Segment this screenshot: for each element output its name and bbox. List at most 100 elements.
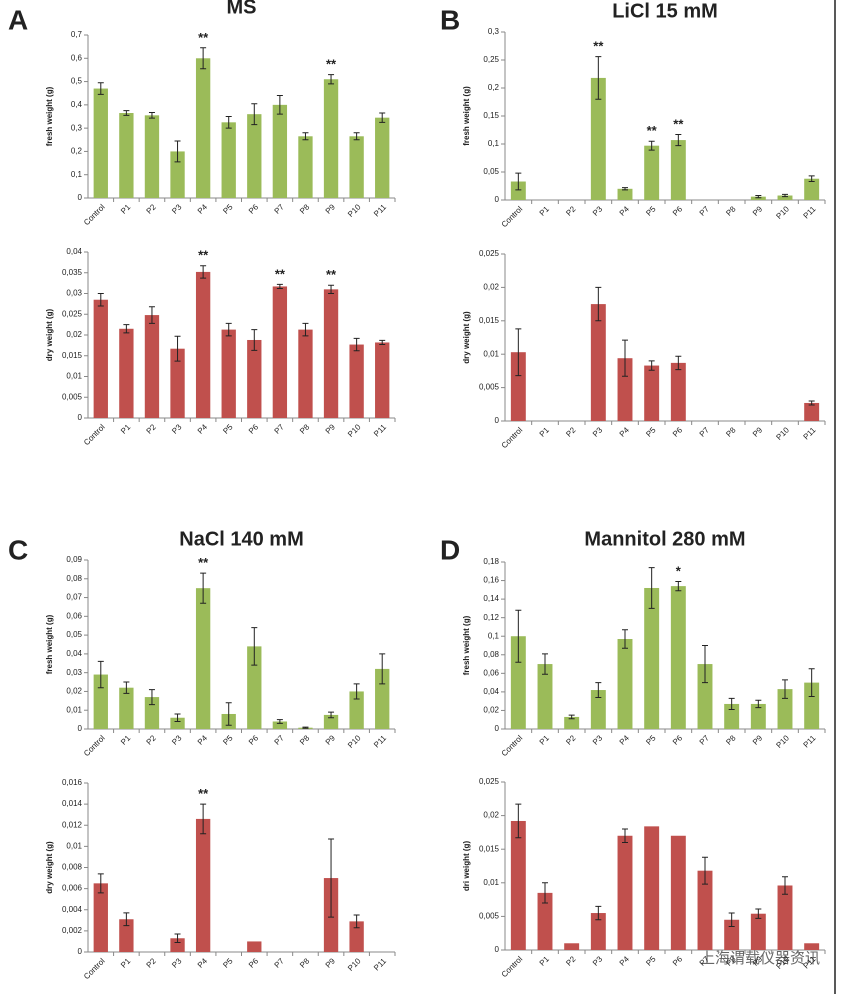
bar [170,717,185,729]
y-tick-label: 0,006 [62,884,83,893]
error-bar [225,322,232,337]
bar [670,835,686,950]
y-tick-label: 0,02 [483,283,499,292]
bar [564,943,580,950]
error-bar [123,324,130,334]
y-tick-label: 0,16 [483,576,499,585]
y-tick-label: 0,02 [483,706,499,715]
bar [298,329,313,418]
bar [510,352,526,421]
x-tick-label: P11 [802,733,818,749]
error-bar [808,175,815,183]
x-tick-label: P11 [802,425,818,441]
y-tick-label: 0,04 [483,687,499,696]
x-tick-label: P1 [538,954,552,968]
bar [537,664,553,729]
error-bar [595,286,602,322]
error-bar [123,912,130,927]
significance-label: ** [593,39,604,54]
y-tick-label: 0,18 [483,557,499,566]
x-tick-label: P8 [724,204,738,218]
error-bar [97,82,104,95]
bar [670,140,686,200]
panel-letter: A [8,4,28,35]
error-bar [123,110,130,116]
x-tick-label: P8 [298,956,312,970]
bar [750,196,766,200]
x-tick-label: P5 [644,204,658,218]
bar [323,289,339,418]
x-tick-label: P6 [247,422,261,436]
x-tick-label: P3 [591,425,605,439]
y-tick-label: 0,06 [66,611,82,620]
bar [644,587,660,729]
error-bar [251,329,258,351]
error-bar [595,905,602,921]
y-tick-label: 0,015 [62,351,83,360]
x-tick-label: P4 [618,733,632,747]
y-tick-label: 0,01 [483,349,499,358]
y-axis-label: fresh weight (g) [462,615,471,675]
bar [119,687,134,729]
y-tick-label: 0,5 [71,77,83,86]
bar [323,79,339,198]
y-tick-label: 0,06 [483,668,499,677]
x-tick-label: P5 [644,733,658,747]
x-tick-label: P1 [119,956,133,970]
error-bar [276,283,283,290]
significance-label: ** [326,267,337,282]
y-tick-label: 0,12 [483,613,499,622]
x-tick-label: P8 [298,733,312,747]
y-tick-label: 0,005 [479,912,500,921]
y-axis-label: dry weight (g) [462,311,471,364]
chart-title: NaCl 140 mM [179,528,304,550]
y-tick-label: 0,014 [62,799,83,808]
bar [119,328,134,418]
y-tick-label: 0 [78,193,83,202]
y-tick-label: 0,01 [66,705,82,714]
significance-label: ** [198,786,209,801]
error-bar [225,702,232,726]
y-tick-label: 0,015 [479,844,500,853]
error-bar [328,74,335,85]
bar [272,104,288,198]
x-tick-label: P7 [272,733,286,747]
y-tick-label: 0,6 [71,53,83,62]
x-tick-label: P2 [145,733,159,747]
x-tick-label: P7 [272,422,286,436]
y-tick-label: 0 [78,413,83,422]
x-tick-label: P1 [538,204,552,218]
x-tick-label: P10 [346,202,363,219]
bar [170,348,185,418]
x-tick-label: P6 [671,425,685,439]
y-axis-label: dri weight (g) [462,841,471,892]
error-bar [353,132,360,141]
x-tick-label: P5 [644,425,658,439]
x-tick-label: P5 [221,202,235,216]
x-tick-label: P11 [372,956,388,972]
y-tick-label: 0 [78,724,83,733]
x-tick-label: P3 [170,202,184,216]
error-bar [728,697,735,711]
error-bar [200,572,207,604]
bar [510,181,526,200]
bar [804,178,820,200]
x-tick-label: P1 [119,202,133,216]
error-bar [808,400,815,406]
error-bar [302,726,309,729]
error-bar [276,95,283,115]
bar [777,689,793,729]
error-bar [675,133,682,147]
x-tick-label: P5 [221,733,235,747]
x-tick-label: P4 [618,954,632,968]
y-tick-label: 0 [495,945,500,954]
error-bar [755,699,762,709]
x-tick-label: P5 [221,422,235,436]
error-bar [782,193,788,198]
significance-label: ** [647,123,658,138]
bar [93,674,108,729]
x-tick-label: P2 [145,956,159,970]
y-tick-label: 0,016 [62,778,83,787]
x-tick-label: P6 [671,733,685,747]
